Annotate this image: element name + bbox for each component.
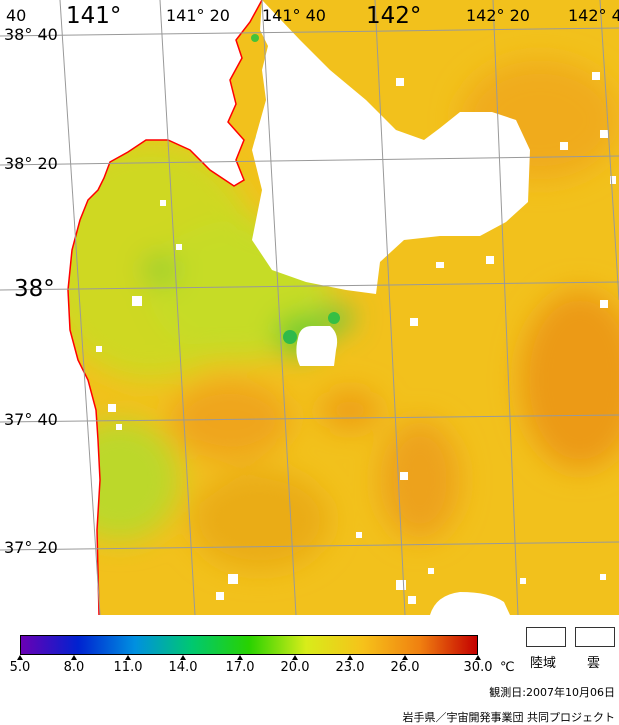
- lat-label: 38°: [14, 276, 55, 302]
- lon-label: 141°: [66, 3, 122, 29]
- cloud-region-north: [252, 0, 530, 294]
- colorbar-tick: [180, 655, 186, 660]
- cloud-swatch: [575, 627, 615, 647]
- cloud-speckles: [96, 72, 616, 604]
- colorbar-tick-label: 26.0: [390, 660, 420, 675]
- colorbar-tick: [237, 655, 243, 660]
- colorbar-tick: [475, 655, 481, 660]
- colorbar-tick: [17, 655, 23, 660]
- land-mass: [0, 0, 262, 615]
- lat-label: 38° 40: [4, 25, 58, 44]
- colorbar-tick-label: 5.0: [9, 660, 31, 675]
- colorbar-tick: [347, 655, 353, 660]
- colorbar-tick: [125, 655, 131, 660]
- colorbar-tick-label: 20.0: [280, 660, 310, 675]
- land-swatch: [526, 627, 566, 647]
- coastline: [67, 0, 263, 615]
- observation-date: 観測日:2007年10月06日: [489, 686, 615, 699]
- colorbar-tick-label: 8.0: [63, 660, 85, 675]
- temperature-unit: ℃: [500, 660, 515, 675]
- legend: 5.0 8.0 11.0 14.0 17.0 20.0 23.0 26.0 30…: [0, 615, 619, 725]
- cloud-label: 雲: [587, 656, 601, 671]
- colorbar-tick-label: 14.0: [168, 660, 198, 675]
- lat-label: 38° 20: [4, 154, 58, 173]
- temperature-colorbar: [20, 635, 478, 655]
- colorbar-tick: [292, 655, 298, 660]
- lon-label: 142° 20: [466, 6, 530, 25]
- lat-label: 37° 20: [4, 538, 58, 557]
- colorbar-tick: [71, 655, 77, 660]
- colorbar-tick-label: 23.0: [335, 660, 365, 675]
- project-credit: 岩手県／宇宙開発事業団 共同プロジェクト: [402, 711, 616, 724]
- colorbar-tick: [402, 655, 408, 660]
- land-label: 陸域: [530, 656, 557, 671]
- colorbar-tick-label: 17.0: [225, 660, 255, 675]
- lon-label: 142°: [366, 3, 422, 29]
- lat-label: 37° 40: [4, 410, 58, 429]
- sst-map-canvas: [0, 0, 619, 615]
- lon-label: 141° 40: [262, 6, 326, 25]
- lon-label: 40: [6, 6, 27, 25]
- lon-label: 141° 20: [166, 6, 230, 25]
- colorbar-tick-label: 30.0: [463, 660, 493, 675]
- lon-label: 142° 4: [568, 6, 619, 25]
- cloud-region-small: [296, 326, 338, 366]
- sst-map: 40 141° 141° 20 141° 40 142° 142° 20 142…: [0, 0, 619, 615]
- cloud-region-south: [430, 592, 510, 615]
- graticule: [0, 0, 619, 615]
- colorbar-tick-label: 11.0: [113, 660, 143, 675]
